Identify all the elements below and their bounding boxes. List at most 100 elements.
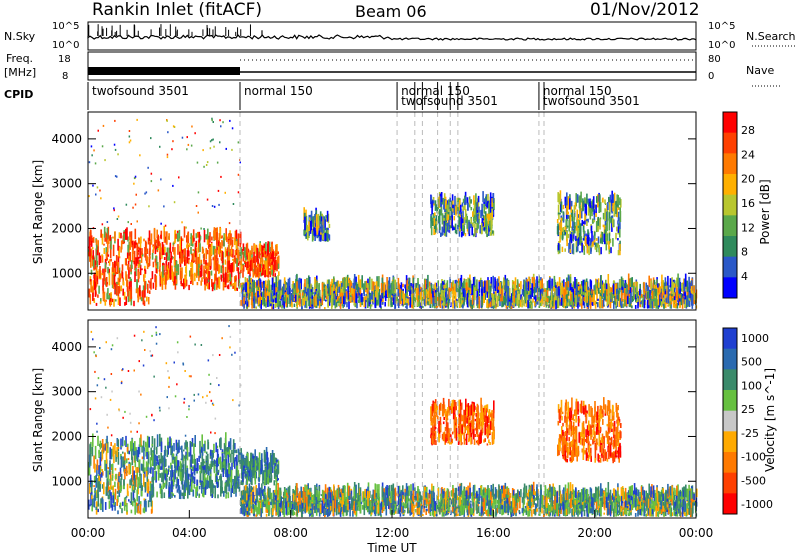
echo-cell — [595, 238, 598, 241]
echo-cell — [600, 285, 603, 295]
echo-cell — [136, 253, 139, 264]
echo-cell — [353, 278, 356, 289]
echo-cell — [405, 305, 407, 309]
echo-cell — [293, 284, 295, 294]
echo-cell — [95, 302, 98, 306]
echo-cell — [476, 201, 479, 213]
echo-cell — [616, 204, 619, 207]
echo-cell — [223, 233, 225, 239]
echo-cell — [334, 281, 336, 289]
echo-cell — [167, 268, 170, 280]
echo-cell — [663, 305, 665, 309]
echo-cell — [447, 199, 450, 213]
echo-cell — [148, 290, 151, 294]
echo-cell — [129, 277, 132, 283]
echo-cell — [515, 287, 518, 290]
echo-cell — [141, 253, 144, 257]
echo-cell — [254, 292, 257, 298]
echo-cell — [256, 280, 258, 288]
echo-cell — [234, 256, 236, 259]
echo-cell — [561, 231, 564, 241]
echo-cell — [507, 295, 509, 307]
echo-cell — [490, 277, 493, 288]
colorbar-tick-label: 16 — [741, 197, 755, 210]
colorbar-tick-label: 4 — [741, 270, 748, 283]
echo-cell — [473, 220, 475, 224]
echo-speck — [100, 197, 102, 200]
echo-cell — [459, 280, 461, 287]
echo-cell — [667, 290, 670, 304]
echo-cell — [614, 292, 616, 305]
noise-right-label: N.Search — [746, 30, 796, 43]
echo-cell — [137, 502, 139, 514]
echo-cell — [425, 289, 428, 292]
echo-cell — [462, 209, 464, 219]
echo-cell — [176, 232, 179, 242]
echo-cell — [229, 233, 231, 238]
echo-cell — [542, 289, 544, 292]
echo-cell — [270, 259, 273, 272]
echo-cell — [431, 220, 434, 227]
echo-cell — [550, 301, 552, 309]
echo-cell — [341, 282, 343, 289]
echo-cell — [436, 282, 438, 289]
echo-cell — [94, 260, 96, 270]
echo-cell — [293, 303, 296, 307]
echo-cell — [505, 305, 508, 309]
echo-cell — [584, 213, 586, 225]
echo-cell — [435, 286, 438, 294]
echo-cell — [481, 209, 483, 217]
echo-cell — [267, 253, 270, 267]
echo-cell — [230, 249, 233, 254]
echo-cell — [319, 298, 322, 303]
echo-cell — [98, 449, 100, 454]
echo-cell — [582, 279, 585, 293]
echo-cell — [469, 280, 472, 293]
echo-cell — [98, 450, 100, 458]
echo-cell — [304, 216, 306, 231]
echo-cell — [124, 468, 126, 480]
echo-cell — [271, 244, 273, 255]
echo-cell — [655, 285, 658, 289]
echo-cell — [129, 231, 131, 240]
echo-cell — [132, 490, 135, 501]
echo-cell — [664, 297, 667, 309]
echo-cell — [531, 283, 534, 297]
echo-cell — [105, 247, 108, 256]
echo-speck — [148, 205, 150, 208]
echo-cell — [678, 287, 680, 301]
echo-cell — [478, 296, 481, 309]
echo-cell — [453, 300, 455, 304]
echo-cell — [586, 220, 588, 226]
colorbar-swatch — [723, 194, 737, 216]
echo-cell — [197, 239, 200, 253]
echo-cell — [545, 289, 548, 300]
echo-cell — [574, 202, 577, 210]
echo-cell — [198, 231, 201, 243]
echo-cell — [127, 255, 130, 261]
echo-cell — [147, 237, 150, 245]
echo-cell — [215, 255, 217, 265]
echo-cell — [618, 207, 620, 210]
echo-cell — [159, 251, 161, 257]
echo-cell — [181, 253, 183, 264]
echo-cell — [158, 246, 161, 251]
echo-cell — [626, 296, 629, 305]
echo-cell — [600, 237, 602, 243]
echo-cell — [252, 274, 255, 277]
echo-cell — [404, 295, 406, 301]
echo-cell — [419, 286, 422, 290]
echo-cell — [584, 197, 586, 207]
echo-cell — [230, 263, 232, 276]
echo-cell — [397, 298, 400, 309]
echo-cell — [128, 499, 130, 502]
echo-cell — [535, 295, 537, 303]
echo-cell — [602, 298, 605, 307]
echo-cell — [138, 237, 140, 243]
echo-cell — [232, 258, 234, 261]
echo-cell — [460, 274, 463, 288]
echo-cell — [595, 204, 597, 213]
echo-cell — [472, 277, 475, 290]
echo-cell — [473, 228, 476, 233]
